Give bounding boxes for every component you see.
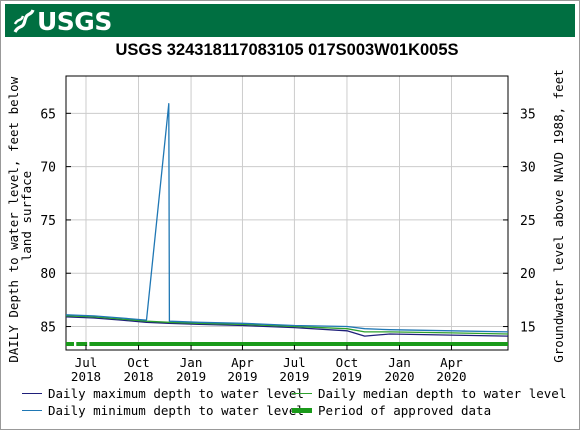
- approved-period-segment: [76, 342, 88, 346]
- tick-label-x-year: 2018: [71, 369, 101, 384]
- legend-label-median: Daily median depth to water level: [318, 386, 567, 401]
- tick-label-x-year: 2020: [384, 369, 414, 384]
- tick-label-y-left: 80: [40, 267, 56, 282]
- series-line-0: [65, 316, 509, 337]
- y-axis-left-label: DAILY Depth to water level, feet below l…: [6, 69, 34, 363]
- tick-label-x-month: Jan: [388, 355, 411, 370]
- legend-item-approved: Period of approved data: [292, 403, 491, 418]
- usgs-logo-text: USGS: [37, 6, 112, 36]
- tick-label-y-left: 85: [40, 321, 56, 336]
- series-lines: [65, 103, 509, 337]
- tick-label-x-month: Oct: [127, 355, 150, 370]
- tick-label-x-month: Jul: [283, 355, 306, 370]
- legend: Daily maximum depth to water level Daily…: [22, 386, 572, 426]
- tick-label-x-year: 2019: [332, 369, 362, 384]
- legend-swatch-median: [292, 393, 312, 394]
- tick-label-x-year: 2020: [436, 369, 466, 384]
- axis-ticks: [66, 112, 508, 350]
- tick-label-y-right: 25: [520, 214, 536, 229]
- legend-label-approved: Period of approved data: [318, 403, 492, 418]
- legend-item-max: Daily maximum depth to water level: [22, 386, 304, 401]
- legend-swatch-approved: [292, 408, 312, 413]
- approved-period-segment: [89, 342, 508, 346]
- tick-label-x-year: 2019: [279, 369, 309, 384]
- grid: [66, 76, 508, 350]
- legend-label-max: Daily maximum depth to water level: [48, 386, 304, 401]
- usgs-banner: USGS: [5, 4, 575, 37]
- usgs-wave-icon: [13, 9, 35, 33]
- legend-item-median: Daily median depth to water level: [292, 386, 566, 401]
- axis-tick-labels: 65707580853530252015Jul2018Oct2018Jan201…: [40, 107, 535, 384]
- y-axis-right-label: Groundwater level above NAVD 1988, feet: [551, 69, 566, 363]
- series-line-2: [65, 103, 509, 333]
- legend-swatch-max: [22, 393, 42, 394]
- tick-label-y-left: 65: [40, 107, 56, 122]
- legend-item-min: Daily minimum depth to water level: [22, 403, 304, 418]
- legend-label-min: Daily minimum depth to water level: [48, 403, 304, 418]
- tick-label-x-month: Apr: [231, 355, 254, 370]
- tick-label-x-month: Oct: [336, 355, 359, 370]
- chart-title: USGS 324318117083105 017S003W01K005S: [115, 41, 459, 59]
- tick-label-y-right: 30: [520, 161, 536, 176]
- plot-area: [65, 75, 509, 351]
- legend-swatch-min: [22, 410, 42, 411]
- tick-label-x-month: Jan: [180, 355, 203, 370]
- tick-label-x-year: 2018: [123, 369, 153, 384]
- tick-label-x-year: 2019: [176, 369, 206, 384]
- usgs-logo[interactable]: USGS: [13, 6, 112, 36]
- series-line-1: [65, 315, 509, 335]
- tick-label-x-month: Apr: [440, 355, 463, 370]
- tick-label-y-right: 15: [520, 321, 536, 336]
- tick-label-x-month: Jul: [75, 355, 98, 370]
- approved-period-bar: [66, 342, 508, 346]
- tick-label-y-right: 20: [520, 267, 536, 282]
- tick-label-x-year: 2019: [227, 369, 257, 384]
- tick-label-y-left: 70: [40, 161, 56, 176]
- approved-period-segment: [66, 342, 74, 346]
- tick-label-y-right: 35: [520, 107, 536, 122]
- tick-label-y-left: 75: [40, 214, 56, 229]
